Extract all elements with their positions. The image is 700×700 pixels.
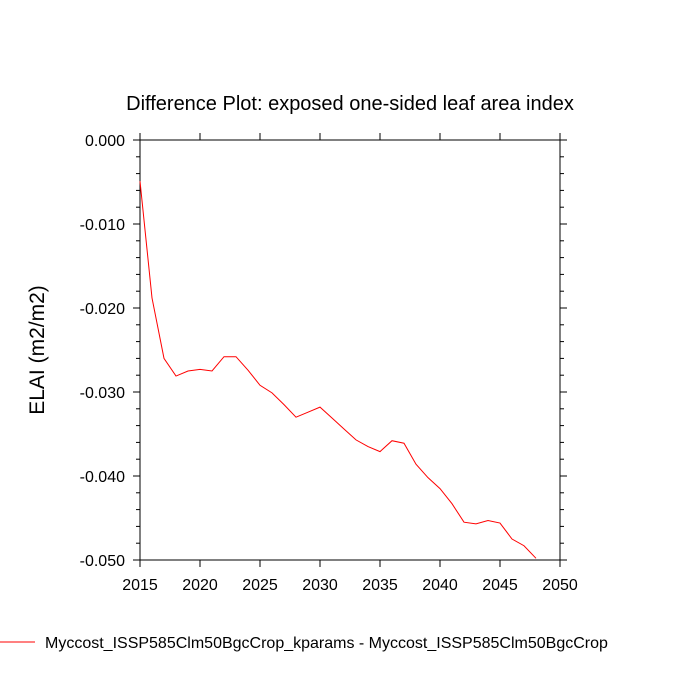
series-line [139, 181, 537, 559]
y-tick-label: -0.050 [80, 553, 125, 570]
x-tick-label: 2045 [482, 577, 518, 594]
legend-label: Myccost_ISSP585Clm50BgcCrop_kparams - My… [45, 635, 608, 652]
x-tick-label: 2030 [302, 577, 338, 594]
x-tick-label: 2020 [182, 577, 218, 594]
y-tick-label: -0.020 [80, 301, 125, 318]
y-axis-label: ELAI (m2/m2) [26, 285, 49, 415]
plot-frame [139, 139, 561, 561]
y-tick-label: -0.030 [80, 385, 125, 402]
x-tick-label: 2040 [422, 577, 458, 594]
x-tick-label: 2035 [362, 577, 398, 594]
x-tick-label: 2025 [242, 577, 278, 594]
x-tick-label: 2015 [122, 577, 158, 594]
x-tick-label: 2050 [542, 577, 578, 594]
chart-title: Difference Plot: exposed one-sided leaf … [126, 93, 574, 115]
y-tick-label: -0.040 [80, 469, 125, 486]
y-tick-label: -0.010 [80, 217, 125, 234]
y-tick-label: 0.000 [85, 133, 125, 150]
